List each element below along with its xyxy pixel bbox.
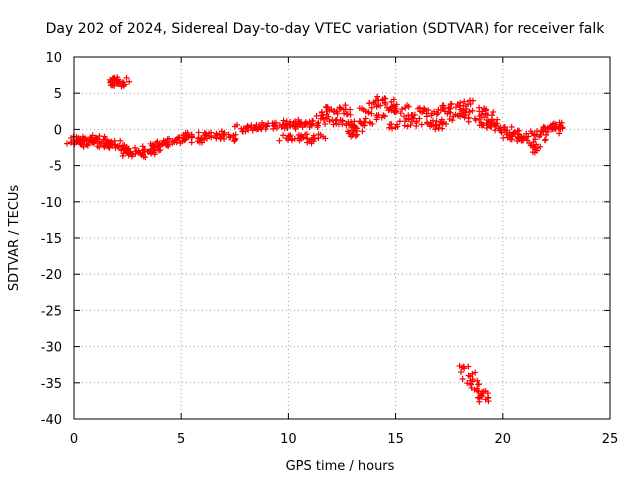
data-point <box>344 128 361 140</box>
x-tick-label: 15 <box>387 432 404 447</box>
data-point <box>386 121 401 132</box>
y-tick-label: 0 <box>54 123 62 138</box>
data-point <box>110 74 130 88</box>
chart-title: Day 202 of 2024, Sidereal Day-to-day VTE… <box>46 21 606 37</box>
data-point <box>432 116 449 128</box>
data-point <box>456 362 472 376</box>
data-point <box>392 102 412 114</box>
data-point <box>166 134 182 146</box>
data-point <box>366 99 384 110</box>
grid-lines <box>74 57 610 419</box>
y-tick-label: -30 <box>41 341 62 356</box>
y-tick-label: -35 <box>41 377 62 392</box>
data-point <box>483 116 496 127</box>
data-point <box>330 116 344 128</box>
y-tick-label: -10 <box>41 196 62 211</box>
x-tick-label: 5 <box>177 432 185 447</box>
y-tick-label: 10 <box>45 51 62 66</box>
y-axis-label: SDTVAR / TECUs <box>7 185 22 292</box>
data-point <box>459 369 479 383</box>
x-tick-label: 0 <box>70 432 78 447</box>
y-tick-label: -5 <box>49 160 62 175</box>
data-point <box>372 93 386 104</box>
data-point <box>461 97 476 109</box>
data-point <box>114 76 133 89</box>
data-point <box>279 117 294 131</box>
x-axis-label: GPS time / hours <box>286 459 395 474</box>
y-tick-label: -25 <box>41 304 62 319</box>
data-point <box>418 117 437 130</box>
x-tick-label: 25 <box>602 432 619 447</box>
x-tick-label: 20 <box>495 432 512 447</box>
x-tick-label: 10 <box>280 432 297 447</box>
data-points <box>64 74 566 405</box>
y-tick-label: -15 <box>41 232 62 247</box>
data-point <box>368 110 388 121</box>
data-point <box>227 131 239 145</box>
data-point <box>334 106 354 118</box>
data-point <box>415 104 432 116</box>
data-point <box>322 103 338 116</box>
data-point <box>476 392 492 405</box>
data-point <box>361 115 380 129</box>
tick-labels: 0 5 10 15 20 25 10 5 0 -5 -10 -15 -20 -25 -30 -35 -40 <box>41 51 619 447</box>
data-point <box>182 129 195 141</box>
data-point <box>308 117 329 129</box>
data-point <box>201 130 220 144</box>
data-point <box>310 131 329 142</box>
data-point <box>446 109 463 124</box>
plot-frame <box>73 56 611 420</box>
y-tick-label: -20 <box>41 268 62 283</box>
data-point <box>476 104 490 115</box>
data-point <box>381 95 400 109</box>
data-point <box>356 104 375 116</box>
y-tick-label: -40 <box>41 413 62 428</box>
data-point <box>423 106 442 120</box>
data-point <box>529 143 544 156</box>
data-point <box>478 108 497 121</box>
data-point <box>317 111 336 125</box>
data-point <box>464 377 483 388</box>
data-point <box>447 99 467 111</box>
data-point <box>550 120 566 133</box>
y-tick-label: 5 <box>54 87 62 102</box>
